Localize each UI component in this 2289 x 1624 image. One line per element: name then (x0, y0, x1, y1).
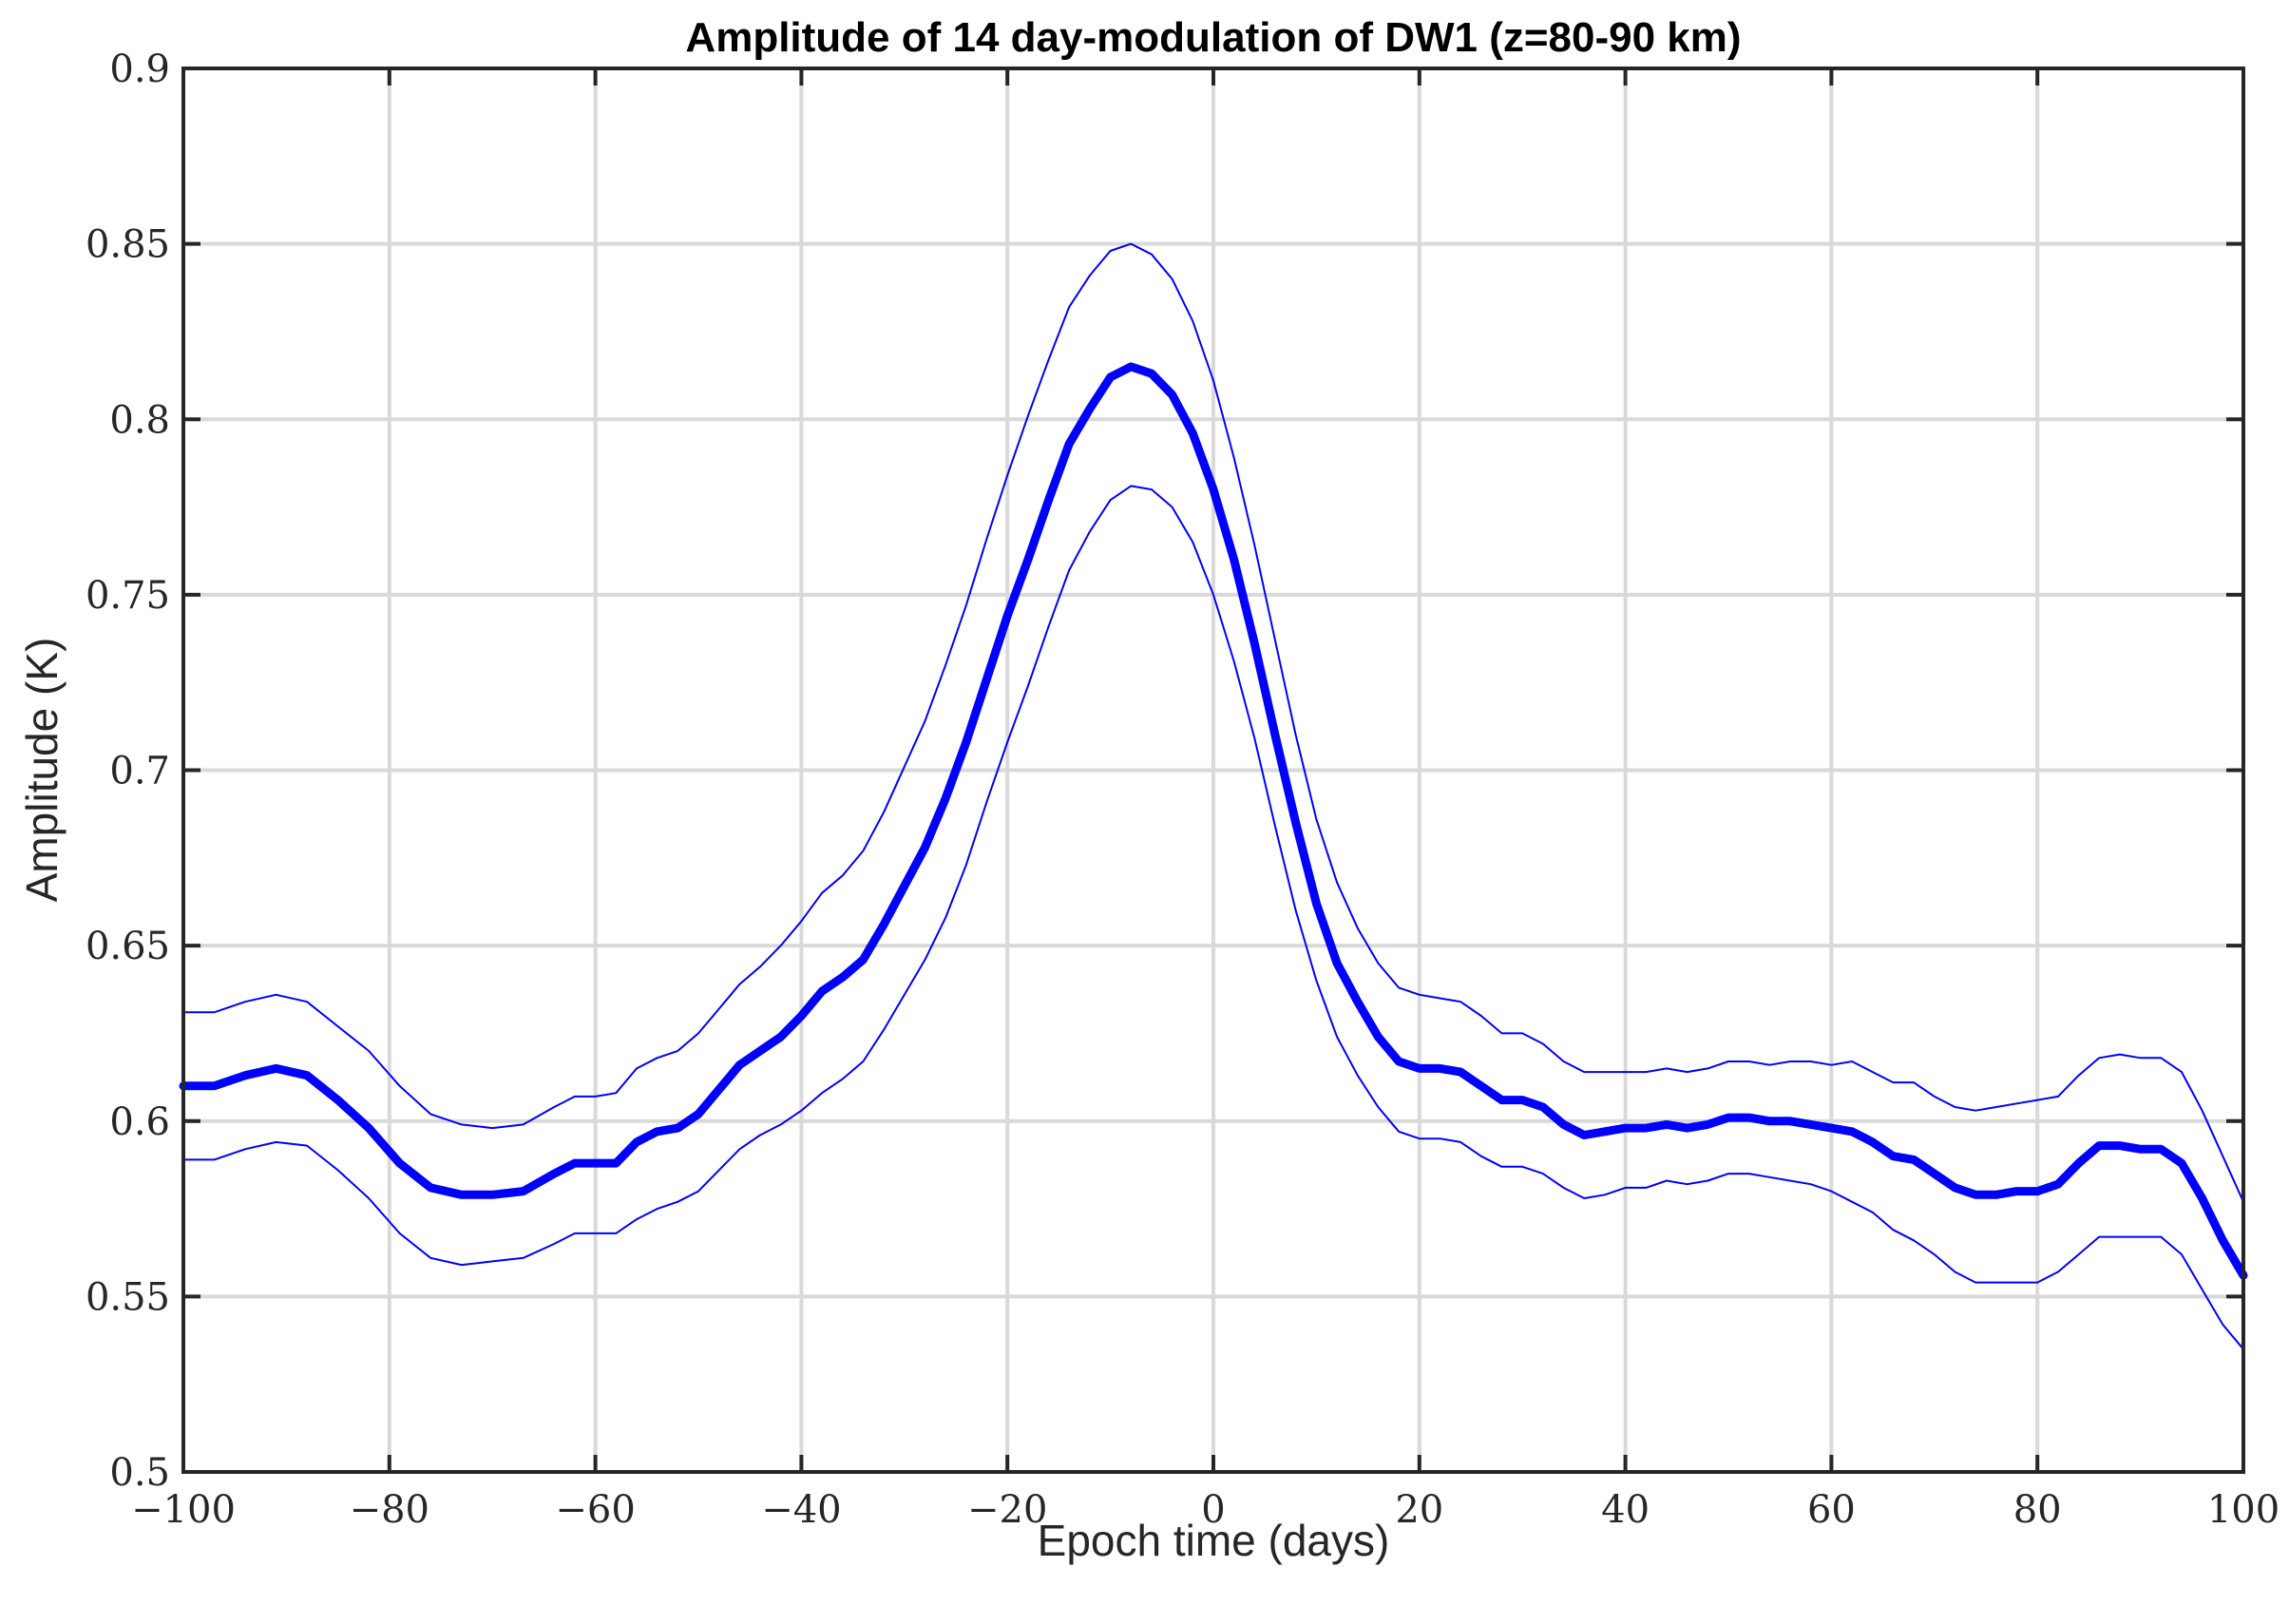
y-tick-label: 0.5 (109, 1451, 170, 1495)
x-tick-label: 40 (1601, 1488, 1650, 1532)
chart-title: Amplitude of 14 day-modulation of DW1 (z… (685, 14, 1741, 61)
x-tick-label: 80 (2013, 1488, 2062, 1532)
series-line-lower (182, 485, 2244, 1350)
y-tick-labels: 0.5 0.55 0.6 0.65 0.7 0.75 0.8 0.85 0.9 (86, 48, 170, 1495)
x-tick-label: −40 (761, 1488, 841, 1532)
x-tick-label: −100 (131, 1488, 236, 1532)
y-tick-label: 0.6 (109, 1100, 170, 1144)
y-tick-label: 0.8 (109, 398, 170, 442)
series-line-upper (182, 242, 2244, 1203)
series-line-mean (179, 362, 2248, 1280)
x-tick-label: 60 (1807, 1488, 1856, 1532)
series-layer (179, 242, 2248, 1350)
ticks (181, 67, 2245, 1474)
y-axis-label: Amplitude (K) (17, 638, 67, 903)
x-tick-label: −20 (967, 1488, 1047, 1532)
y-tick-label: 0.55 (86, 1275, 170, 1319)
x-axis-label: Epoch time (days) (1038, 1516, 1390, 1565)
x-tick-label: −60 (555, 1488, 635, 1532)
y-tick-label: 0.7 (109, 750, 170, 793)
y-tick-label: 0.85 (86, 223, 170, 267)
x-tick-label: 0 (1201, 1488, 1225, 1532)
y-tick-label: 0.75 (86, 574, 170, 618)
y-tick-label: 0.9 (109, 48, 170, 91)
y-tick-label: 0.65 (86, 925, 170, 968)
x-tick-label: −80 (350, 1488, 429, 1532)
x-tick-label: 100 (2207, 1488, 2279, 1532)
x-tick-label: 20 (1395, 1488, 1443, 1532)
x-tick-labels: −100 −80 −60 −40 −20 0 20 40 60 80 100 (131, 1488, 2279, 1532)
